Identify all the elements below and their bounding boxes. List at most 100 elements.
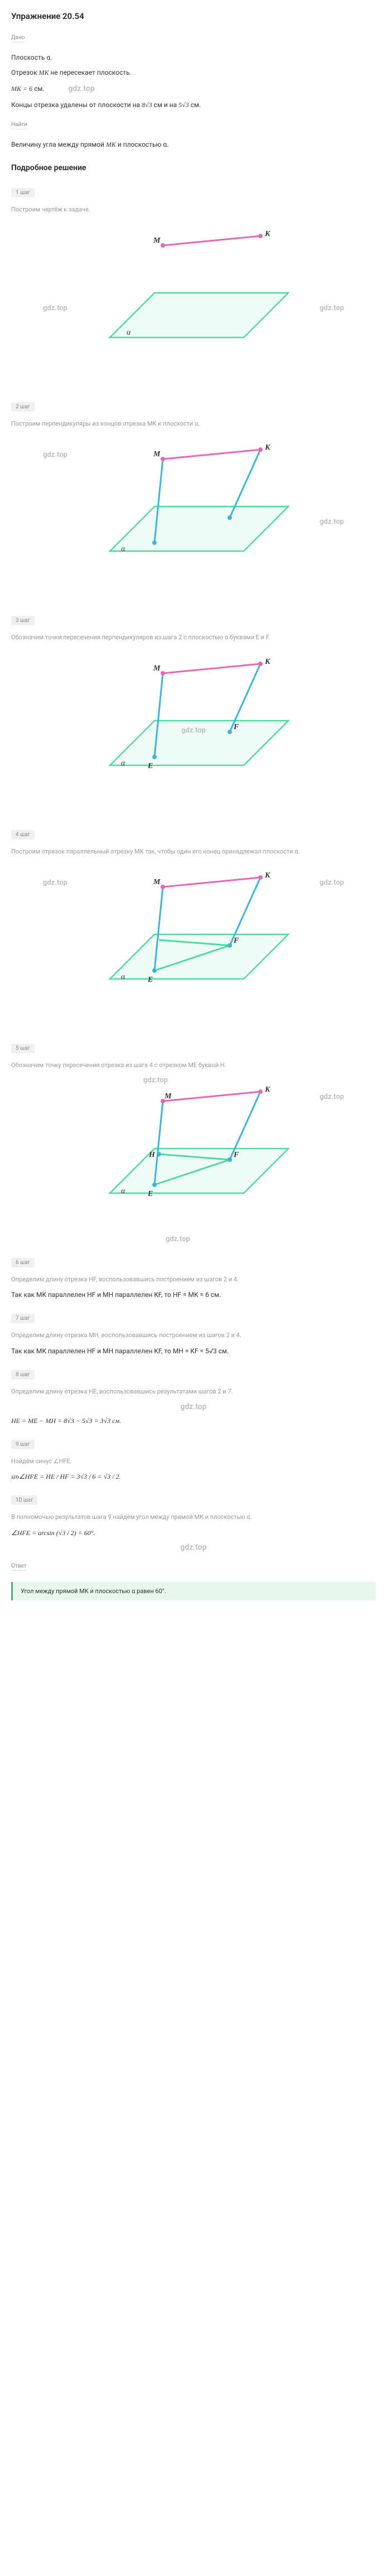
step-7-badge: 7 шаг xyxy=(11,1314,35,1323)
label-m-4: M xyxy=(153,878,161,886)
line-mk-2 xyxy=(163,450,260,459)
find-pre: Величину угла между прямой xyxy=(11,141,106,148)
watermark-d5-bottom: gdz.top xyxy=(166,1235,190,1243)
plane-shape-5 xyxy=(110,1149,288,1193)
label-e-3: E xyxy=(147,762,153,770)
watermark-d4-right: gdz.top xyxy=(320,879,344,887)
label-e-4: E xyxy=(147,976,153,984)
diagram-3: gdz.top M K E F α xyxy=(76,654,311,810)
watermark-d1-right: gdz.top xyxy=(320,304,344,312)
given-length: MK = 6 см. gdz.top xyxy=(11,83,376,95)
point-k-4 xyxy=(258,875,263,880)
point-k-2 xyxy=(258,447,263,452)
answer-text: Угол между прямой MK и плоскостью α раве… xyxy=(11,1582,376,1600)
point-m-4 xyxy=(161,885,165,889)
label-k-3: K xyxy=(264,658,271,666)
plane-shape-4 xyxy=(110,934,288,979)
step-7-text: Определим длину отрезка MH, воспользовав… xyxy=(11,1331,376,1340)
given-dist-post: см. xyxy=(191,101,201,109)
label-alpha-2: α xyxy=(121,545,125,553)
point-m-2 xyxy=(161,457,165,461)
step-2-badge: 2 шаг xyxy=(11,402,35,412)
point-m xyxy=(161,243,165,248)
find-text: Величину угла между прямой MK и плоскост… xyxy=(11,139,376,150)
given-dist-v1: 8√3 xyxy=(142,101,152,109)
watermark-d1-left: gdz.top xyxy=(43,304,67,312)
step-5-badge: 5 шаг xyxy=(11,1044,35,1053)
step-4-badge: 4 шаг xyxy=(11,830,35,840)
step-9-badge: 9 шаг xyxy=(11,1440,35,1449)
step-8-badge: 8 шаг xyxy=(11,1370,35,1379)
point-h-5 xyxy=(157,1152,161,1156)
step-1-badge: 1 шаг xyxy=(11,188,35,197)
step-6-text: Определим длину отрезка HF, воспользовав… xyxy=(11,1275,376,1285)
step-4-text: Построим отрезок параллельный отрезку MK… xyxy=(11,847,376,857)
exercise-title: Упражнение 20.54 xyxy=(11,11,376,21)
plane-shape xyxy=(110,293,288,337)
watermark-inline: gdz.top xyxy=(68,84,94,93)
point-f-3 xyxy=(228,730,232,734)
point-f-5 xyxy=(228,1157,232,1162)
label-m: M xyxy=(153,237,161,245)
label-f-3: F xyxy=(233,723,239,731)
step-5-text: Обозначим точку пересечения отрезка из ш… xyxy=(11,1061,376,1070)
step-6-result: Так как MK параллелен HF и MH параллелен… xyxy=(11,1290,376,1300)
label-alpha-4: α xyxy=(121,973,125,981)
line-mk-3 xyxy=(163,664,260,673)
step-8-result: HE = ME − MH = 8√3 − 5√3 = 3√3 см. xyxy=(11,1416,376,1426)
step-7-result: Так как MK параллелен HF и MH параллелен… xyxy=(11,1346,376,1357)
watermark-d2-left: gdz.top xyxy=(43,451,67,459)
label-k-4: K xyxy=(264,871,271,880)
find-var: MK xyxy=(106,141,116,148)
plane-shape-2 xyxy=(110,506,288,551)
label-alpha-3: α xyxy=(121,759,125,768)
diagram-1: gdz.top gdz.top M K α xyxy=(76,226,311,382)
point-e-2 xyxy=(152,541,157,545)
label-f-4: F xyxy=(233,937,239,945)
label-f-5: F xyxy=(233,1151,239,1159)
given-plane: Плоскость α. xyxy=(11,52,376,63)
given-seg-var: MK xyxy=(39,69,49,76)
label-alpha: α xyxy=(127,329,131,337)
step-6-badge: 6 шаг xyxy=(11,1258,35,1267)
step-10-text: В полномочью результатов шага 9 найдём у… xyxy=(11,1513,376,1522)
label-k: K xyxy=(264,230,271,238)
step-10-result: ∠HFE = arcsin (√3 / 2) = 60°. xyxy=(11,1528,376,1538)
line-mk-5 xyxy=(163,1092,260,1101)
label-k-5: K xyxy=(264,1086,271,1094)
given-segment: Отрезок MK не пересекает плоскость. xyxy=(11,67,376,78)
point-f-2 xyxy=(228,515,232,520)
watermark-d4-left: gdz.top xyxy=(43,879,67,887)
watermark-d3: gdz.top xyxy=(181,726,206,735)
line-mk-4 xyxy=(163,877,260,887)
answer-label: Ответ xyxy=(11,1563,26,1571)
point-f-4 xyxy=(228,943,232,948)
point-k-3 xyxy=(258,662,263,666)
given-distances: Концы отрезка удалены от плоскости на 8√… xyxy=(11,100,376,110)
point-e-3 xyxy=(152,755,157,759)
step-3-badge: 3 шаг xyxy=(11,616,35,625)
watermark-d2-right: gdz.top xyxy=(320,518,344,526)
watermark-s8: gdz.top xyxy=(11,1402,376,1411)
step-10-badge: 10 шаг xyxy=(11,1496,37,1505)
given-dist-v2: 5√3 xyxy=(178,101,189,109)
label-e-5: E xyxy=(147,1190,153,1198)
diagram-4: gdz.top gdz.top M K E F α xyxy=(76,867,311,1024)
given-label: Дано xyxy=(11,35,25,42)
label-m-2: M xyxy=(153,450,161,459)
diagram-5: gdz.top gdz.top gdz.top M K E F H α xyxy=(76,1082,311,1238)
given-seg-pre: Отрезок xyxy=(11,69,39,76)
step-2-text: Построим перпендикуляры из концов отрезк… xyxy=(11,419,376,429)
watermark-d5-top: gdz.top xyxy=(143,1076,168,1084)
point-k xyxy=(258,234,263,238)
given-len-var: MK = 6 xyxy=(11,85,32,93)
given-seg-post: не пересекает плоскость. xyxy=(51,69,132,76)
step-1-text: Построим чертёж к задаче. xyxy=(11,205,376,215)
point-e-5 xyxy=(152,1183,157,1187)
point-k-5 xyxy=(258,1089,263,1094)
step-9-text: Найдём синус ∠HFE. xyxy=(11,1457,376,1467)
given-dist-mid: см и на xyxy=(154,101,178,109)
find-post: и плоскостью α. xyxy=(118,141,168,148)
watermark-s10: gdz.top xyxy=(11,1543,376,1552)
watermark-d5-right: gdz.top xyxy=(320,1093,344,1101)
